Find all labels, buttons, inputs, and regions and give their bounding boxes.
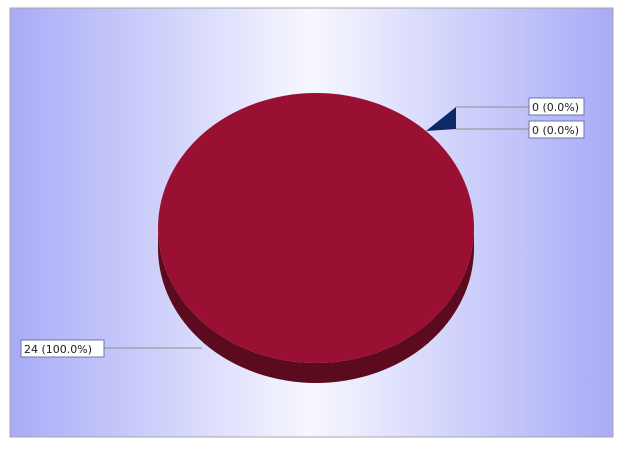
data-label-slice-2: 0 (0.0%) xyxy=(528,97,585,116)
data-label-text-slice-3: 0 (0.0%) xyxy=(532,124,579,137)
plot-border xyxy=(9,7,614,438)
data-label-text-slice-1: 24 (100.0%) xyxy=(24,343,92,356)
data-label-slice-1: 24 (100.0%) xyxy=(20,339,105,358)
pie-slice-zero-wedge xyxy=(426,107,456,131)
pie-slice-main xyxy=(158,93,474,363)
data-label-slice-3: 0 (0.0%) xyxy=(528,120,585,139)
data-label-text-slice-2: 0 (0.0%) xyxy=(532,101,579,114)
